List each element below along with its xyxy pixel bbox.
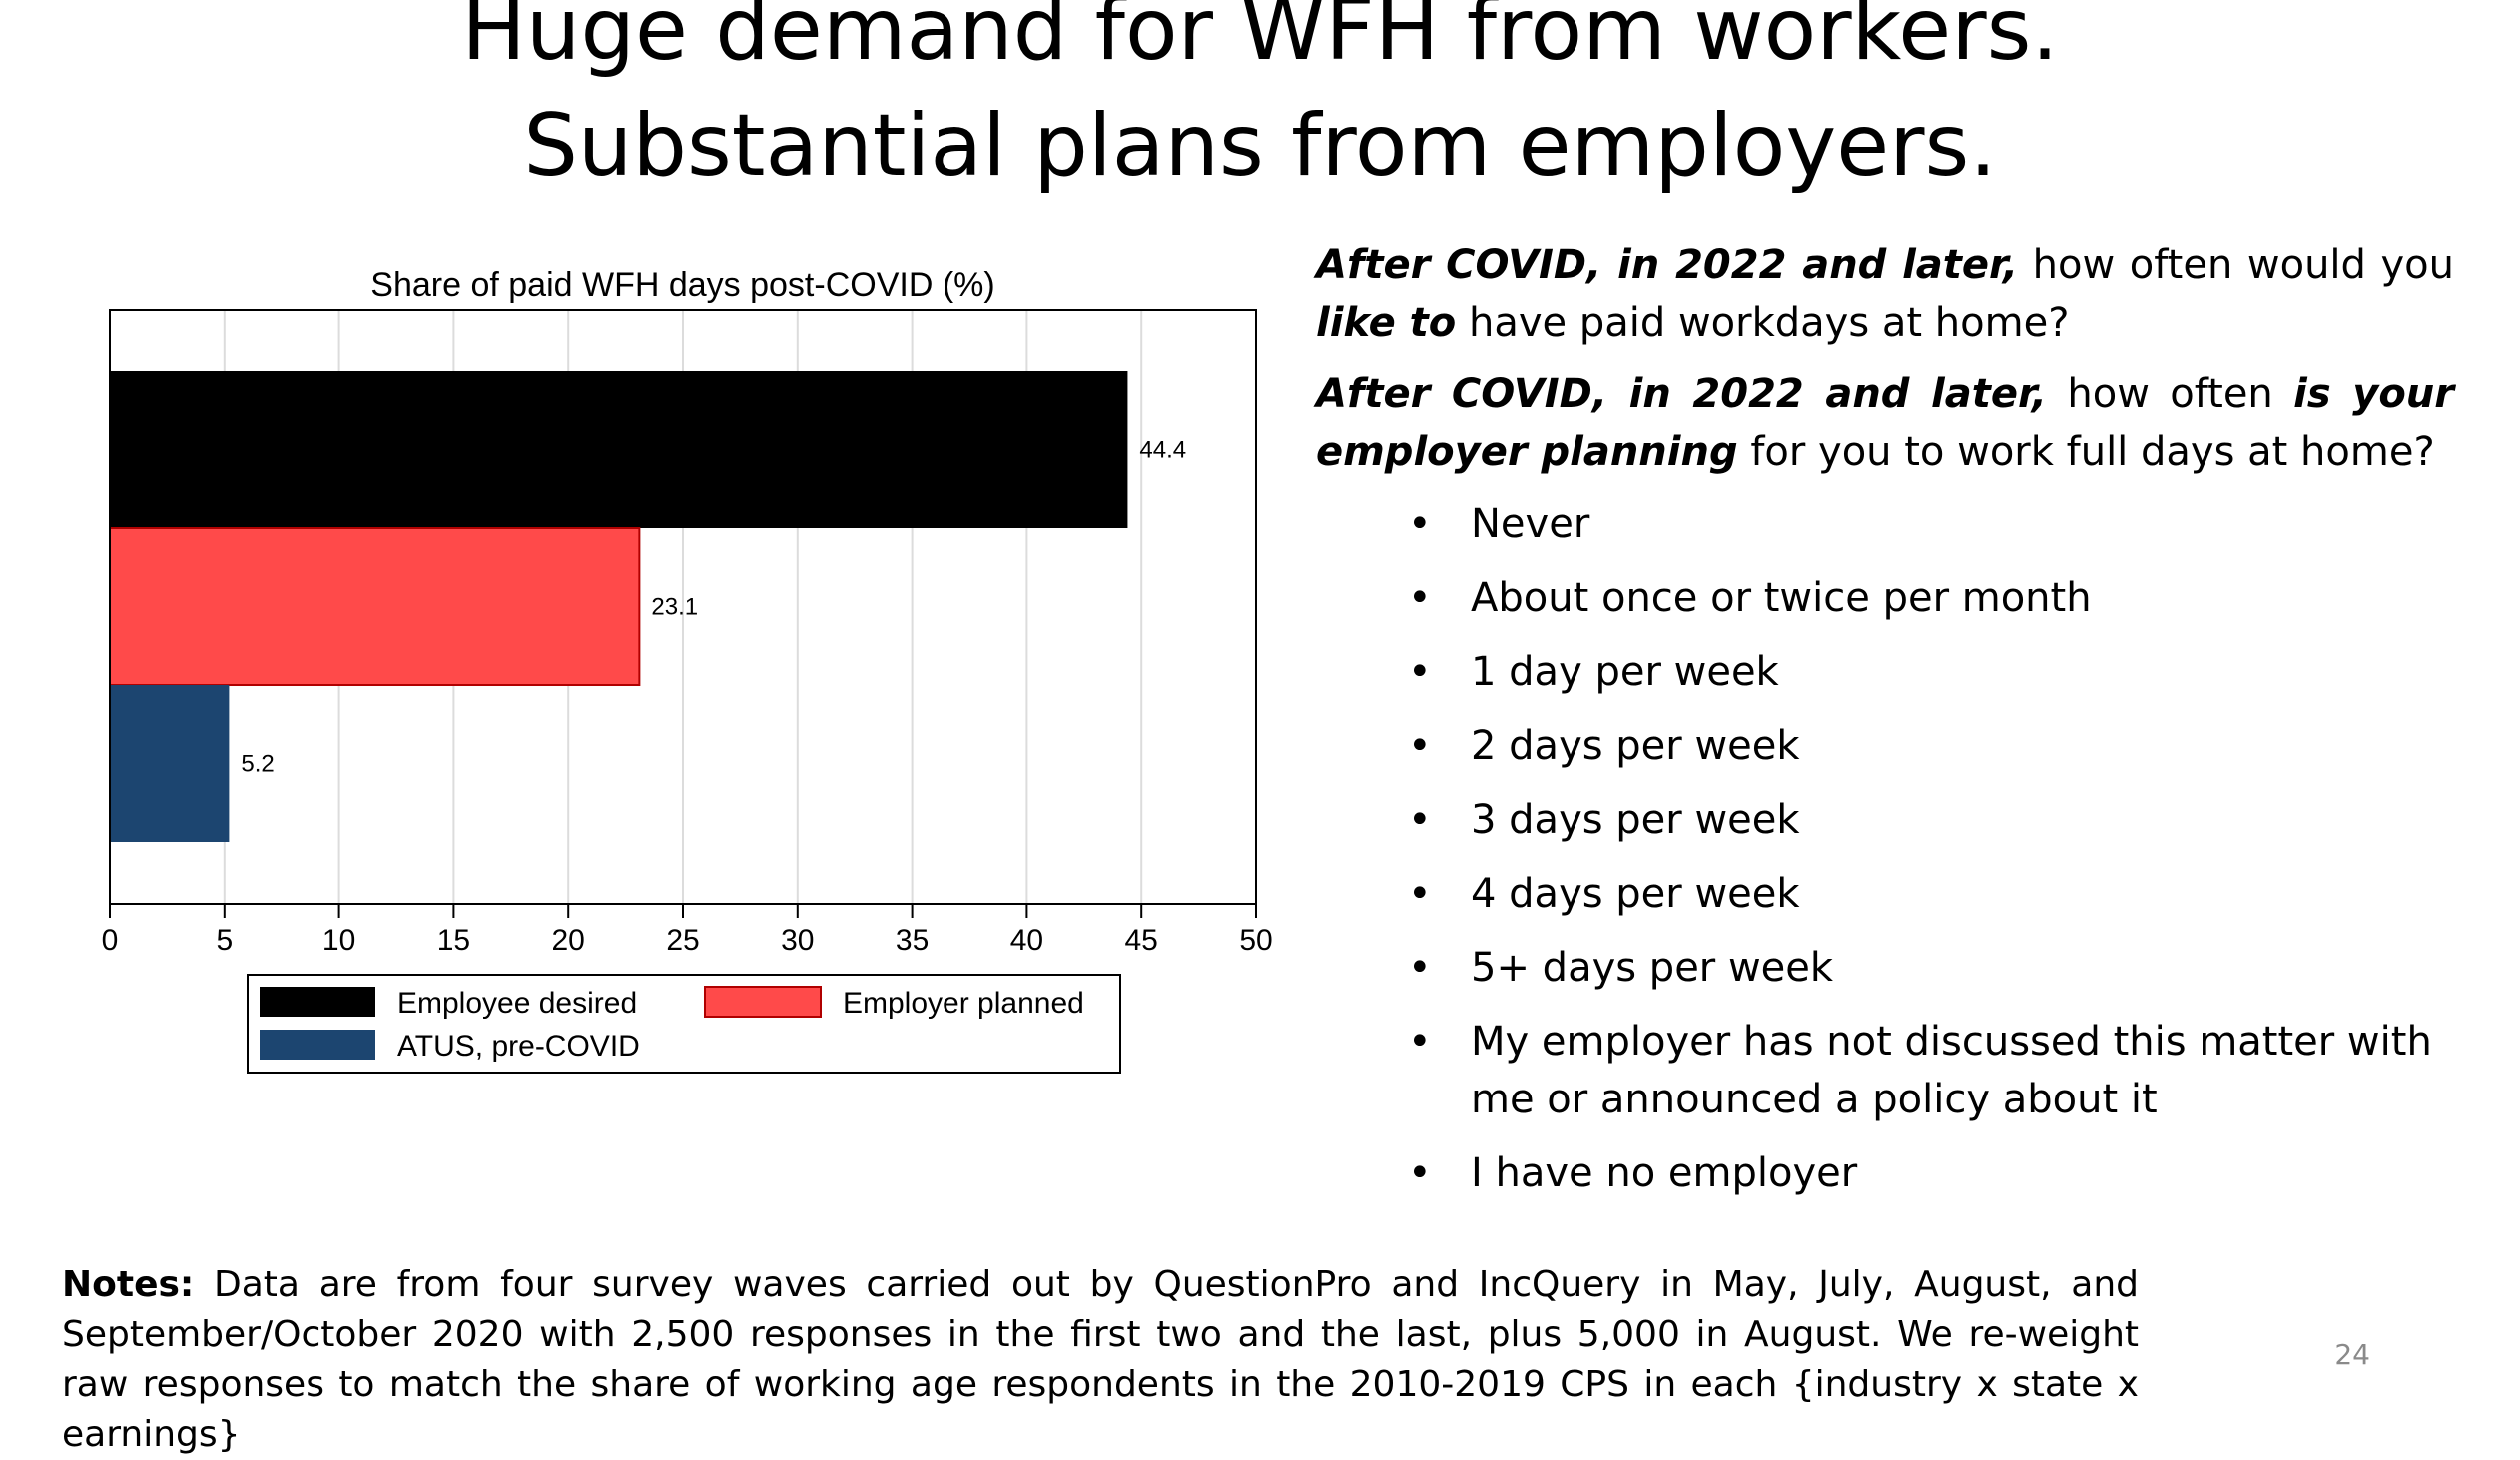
answer-option-label: I have no employer	[1471, 1150, 1858, 1196]
wfh-bar-chart: Share of paid WFH days post-COVID (%) 44.…	[102, 266, 1273, 1074]
legend-box	[247, 974, 1121, 1074]
answer-option-label: Never	[1471, 501, 1590, 547]
answer-option-label: 2 days per week	[1471, 723, 1800, 769]
legend-label: Employee desired	[397, 987, 637, 1020]
x-tick-label: 10	[322, 924, 355, 957]
question-planned-emphasis: is your employer planning	[1316, 371, 2455, 475]
answer-option: • 3 days per week	[1316, 791, 2454, 849]
x-tick-label: 15	[437, 924, 470, 957]
bullet-icon: •	[1408, 1019, 1432, 1065]
legend-label: ATUS, pre-COVID	[397, 1030, 640, 1063]
x-tick-label: 25	[666, 924, 699, 957]
notes-label: Notes:	[62, 1264, 195, 1305]
x-tick-label: 0	[102, 924, 119, 957]
x-tick-label: 50	[1239, 924, 1272, 957]
question-desired-emphasis: like to	[1316, 300, 1457, 346]
slide-title-line-2: Substantial plans from employers.	[523, 96, 1997, 196]
x-tick-label: 40	[1010, 924, 1043, 957]
bullet-icon: •	[1408, 797, 1432, 843]
question-planned-text-2: for you to work full days at home?	[1737, 429, 2435, 475]
answer-option-label: 1 day per week	[1471, 649, 1779, 695]
answer-option: • I have no employer	[1316, 1144, 2454, 1202]
bullet-icon: •	[1408, 945, 1432, 991]
x-tick-label: 35	[896, 924, 929, 957]
answer-option: • About once or twice per month	[1316, 569, 2454, 627]
legend-swatch	[704, 986, 822, 1018]
question-desired-text-1: how often would you	[2018, 242, 2454, 288]
question-planned-text-1: how often	[2047, 371, 2294, 417]
answer-option: • 1 day per week	[1316, 643, 2454, 701]
data-label: 23.1	[651, 594, 698, 621]
x-tick-label: 45	[1125, 924, 1158, 957]
answer-option: • My employer has not discussed this matt…	[1316, 1013, 2454, 1128]
x-tick-label: 30	[781, 924, 814, 957]
question-desired-text-2: have paid workdays at home?	[1456, 300, 2070, 346]
answer-option-label: My employer has not discussed this matte…	[1471, 1019, 2432, 1122]
bullet-icon: •	[1408, 501, 1432, 547]
bullet-icon: •	[1408, 871, 1432, 917]
chart-title: Share of paid WFH days post-COVID (%)	[370, 266, 994, 304]
page-number: 24	[2334, 1338, 2370, 1371]
question-desired-timeframe: After COVID, in 2022 and later,	[1316, 242, 2019, 288]
legend-swatch	[260, 1030, 375, 1060]
answer-option-label: 5+ days per week	[1471, 945, 1834, 991]
data-label: 44.4	[1139, 437, 1186, 464]
answer-option-label: 3 days per week	[1471, 797, 1800, 843]
legend-label: Employer planned	[843, 987, 1084, 1020]
x-tick-label: 20	[552, 924, 585, 957]
slide-title-line-1: Huge demand for WFH from workers.	[461, 0, 2059, 80]
bar-employer-planned	[109, 527, 641, 686]
x-tick-label: 5	[216, 924, 233, 957]
bar-atus-pre-covid	[110, 685, 230, 842]
answer-option-label: 4 days per week	[1471, 871, 1800, 917]
question-planned-timeframe: After COVID, in 2022 and later,	[1316, 371, 2048, 417]
answer-option: • Never	[1316, 495, 2454, 553]
answer-option: • 2 days per week	[1316, 717, 2454, 775]
bullet-icon: •	[1408, 575, 1432, 621]
question-desired: After COVID, in 2022 and later, how ofte…	[1316, 236, 2454, 352]
notes-footnote: Notes: Data are from four survey waves c…	[62, 1260, 2139, 1460]
notes-text: Data are from four survey waves carried …	[62, 1264, 2139, 1455]
data-label: 5.2	[241, 751, 274, 778]
answer-option-label: About once or twice per month	[1471, 575, 2092, 621]
bullet-icon: •	[1408, 723, 1432, 769]
answer-option: • 5+ days per week	[1316, 939, 2454, 997]
bar-employee-desired	[110, 371, 1128, 528]
bullet-icon: •	[1408, 1150, 1432, 1196]
answer-options-list: • Never • About once or twice per month • 1…	[1316, 495, 2454, 1202]
question-planned: After COVID, in 2022 and later, how ofte…	[1316, 365, 2454, 481]
survey-questions-panel: After COVID, in 2022 and later, how ofte…	[1316, 236, 2454, 1218]
legend-swatch	[260, 987, 375, 1017]
bullet-icon: •	[1408, 649, 1432, 695]
answer-option: • 4 days per week	[1316, 865, 2454, 923]
